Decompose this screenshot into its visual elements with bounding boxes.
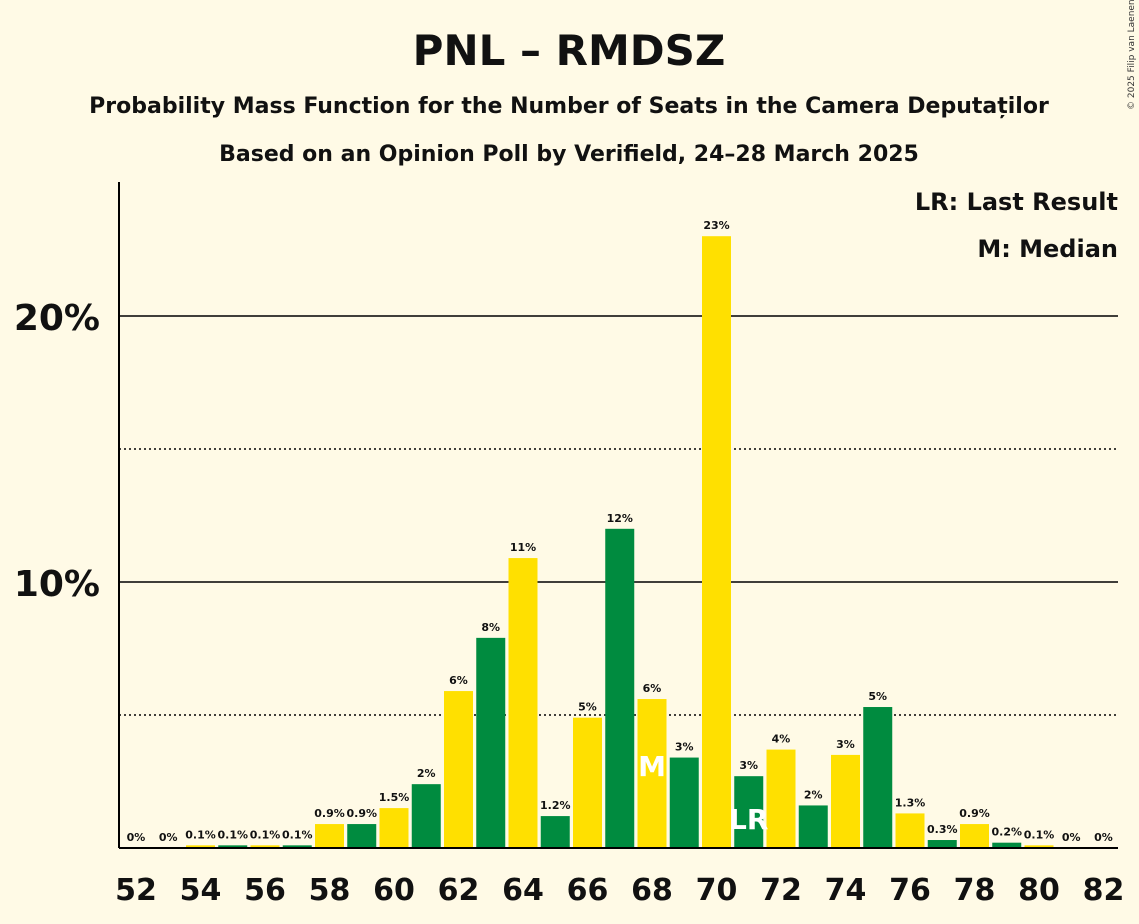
bar xyxy=(1024,845,1054,848)
bar-value-label: 0.1% xyxy=(217,828,248,841)
bar-value-label: 0% xyxy=(127,831,146,844)
x-tick-label: 52 xyxy=(115,873,157,908)
bars xyxy=(186,236,1054,848)
bar-value-label: 0.1% xyxy=(1024,828,1055,841)
bar xyxy=(186,845,215,848)
bar-value-label: 0% xyxy=(1062,831,1081,844)
bar-value-label: 6% xyxy=(449,674,468,687)
x-tick-label: 80 xyxy=(1018,873,1060,908)
bar xyxy=(766,749,796,848)
bar-value-label: 1.5% xyxy=(379,791,410,804)
bar-value-label: 2% xyxy=(417,767,436,780)
x-tick-labels: 52 54 56 58 60 62 64 66 68 70 72 74 76 78 80 82 xyxy=(115,873,1124,908)
x-tick-label: 82 xyxy=(1083,873,1125,908)
x-tick-label: 58 xyxy=(309,873,351,908)
bar-value-label: 0.9% xyxy=(346,807,377,820)
bar xyxy=(379,808,409,848)
chart-subtitle-source: Based on an Opinion Poll by Verifield, 2… xyxy=(219,142,919,167)
y-tick-labels: 10% 20% xyxy=(14,298,100,605)
bar-value-label: 23% xyxy=(703,219,729,232)
bar-value-label: 8% xyxy=(481,621,500,634)
bar xyxy=(992,842,1022,848)
bar xyxy=(831,754,860,848)
bar xyxy=(637,699,667,848)
bar xyxy=(605,528,635,848)
bar xyxy=(476,637,506,848)
x-tick-label: 60 xyxy=(373,873,415,908)
bar-value-label: 11% xyxy=(510,541,536,554)
bar xyxy=(573,717,602,848)
bar-value-label: 0.3% xyxy=(927,823,958,836)
bar xyxy=(282,845,312,848)
bar-value-label: 0% xyxy=(1094,831,1113,844)
x-tick-label: 54 xyxy=(180,873,222,908)
data-labels: 0% 0% 0.1% 0.1% 0.1% 0.1%0.9% 0.9%1.5%2%6%8%11… xyxy=(127,219,1113,844)
x-tick-label: 74 xyxy=(825,873,867,908)
x-tick-label: 64 xyxy=(502,873,544,908)
bar-value-label: 0.9% xyxy=(314,807,345,820)
bar-value-label: 1.2% xyxy=(540,799,571,812)
bar-value-label: 1.3% xyxy=(895,796,926,809)
bar-value-label: 3% xyxy=(675,741,694,754)
x-tick-label: 72 xyxy=(760,873,802,908)
bar xyxy=(927,840,957,848)
x-tick-label: 56 xyxy=(244,873,286,908)
bar xyxy=(669,757,699,848)
bar-value-label: 2% xyxy=(804,788,823,801)
bar-value-label: 0.1% xyxy=(185,828,216,841)
x-tick-label: 66 xyxy=(567,873,609,908)
bar xyxy=(347,824,377,848)
bar-value-label: 0.1% xyxy=(250,828,281,841)
y-tick-label: 10% xyxy=(14,564,100,605)
bar xyxy=(702,236,731,848)
bar xyxy=(315,824,344,848)
bar-value-label: 3% xyxy=(836,738,855,751)
copyright-text: © 2025 Filip van Laenen xyxy=(1127,0,1137,110)
bar-value-label: 0.2% xyxy=(991,826,1022,839)
markers: M LR xyxy=(638,750,768,836)
x-tick-label: 70 xyxy=(696,873,738,908)
bar-value-label: 6% xyxy=(643,682,662,695)
x-tick-label: 76 xyxy=(889,873,931,908)
chart-subtitle: Probability Mass Function for the Number… xyxy=(89,94,1049,119)
bar xyxy=(895,813,925,848)
bar xyxy=(798,805,828,848)
last-result-marker: LR xyxy=(729,803,768,836)
bar-value-label: 0.9% xyxy=(959,807,990,820)
x-tick-label: 62 xyxy=(438,873,480,908)
bar xyxy=(218,845,248,848)
bar-value-label: 0% xyxy=(159,831,178,844)
bar xyxy=(734,776,764,848)
bar-value-label: 4% xyxy=(772,733,791,746)
chart-title: PNL – RMDSZ xyxy=(413,26,726,75)
bar xyxy=(508,558,538,848)
bar xyxy=(444,691,473,848)
legend-median: M: Median xyxy=(977,235,1118,263)
x-tick-label: 68 xyxy=(631,873,673,908)
bar xyxy=(411,784,441,848)
axes xyxy=(118,182,1118,849)
bar-value-label: 12% xyxy=(607,512,633,525)
y-tick-label: 20% xyxy=(14,298,100,339)
bar-value-label: 0.1% xyxy=(282,828,313,841)
bar xyxy=(863,707,893,848)
x-tick-label: 78 xyxy=(954,873,996,908)
bar xyxy=(960,824,989,848)
bar-value-label: 3% xyxy=(739,759,758,772)
bar xyxy=(250,845,280,848)
median-marker: M xyxy=(638,750,666,783)
bar xyxy=(540,816,570,848)
bar-value-label: 5% xyxy=(868,690,887,703)
legend-last-result: LR: Last Result xyxy=(915,188,1118,216)
bar-value-label: 5% xyxy=(578,701,597,714)
